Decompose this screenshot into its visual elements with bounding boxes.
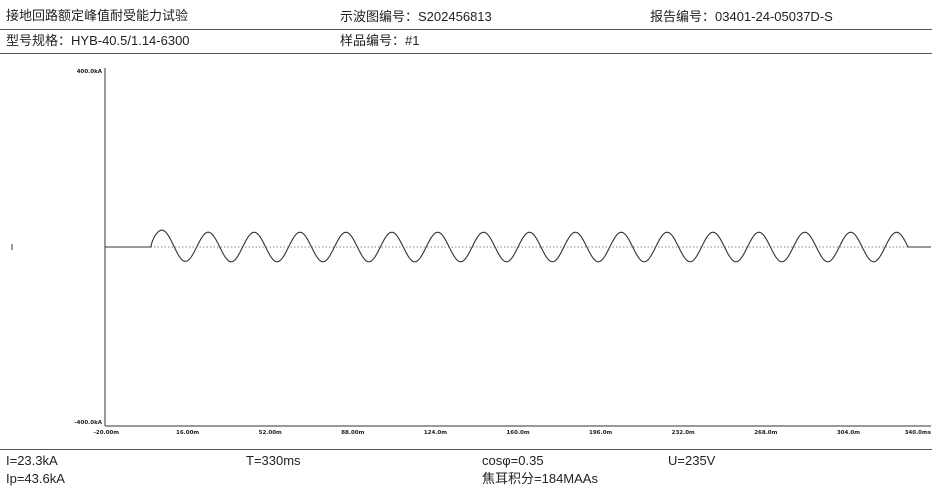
sample-number-value: #1 (405, 33, 420, 48)
y-tick-label-bottom: -400.0kA (74, 420, 102, 426)
x-tick-label: 340.0ms (905, 430, 932, 436)
joule-integral-label: 焦耳积分 (482, 472, 535, 487)
peak-current: Ip=43.6kA (6, 471, 65, 486)
x-tick-label: 196.0m (589, 430, 612, 436)
model-spec-value: HYB-40.5/1.14-6300 (71, 33, 190, 48)
report-number-label: 报告编号： (650, 10, 716, 25)
test-voltage: U=235V (668, 453, 716, 468)
x-tick-label: 268.0m (754, 430, 777, 436)
rms-current: I=23.3kA (6, 453, 58, 468)
power-factor: cosφ=0.35 (482, 453, 544, 468)
chart-x-ticks: -20.00m 16.00m 52.00m 88.00m 124.0m 160.0m 196… (94, 430, 932, 436)
current-waveform-line (105, 229, 931, 263)
test-duration: T=330ms (246, 453, 301, 468)
footer-divider (0, 449, 932, 450)
sample-number: 样品编号：#1 (340, 33, 419, 50)
chart-series (105, 229, 931, 263)
x-tick-label: 88.00m (341, 430, 364, 436)
sample-number-label: 样品编号： (340, 34, 406, 49)
x-tick-label: 124.0m (424, 430, 447, 436)
x-tick-label: 232.0m (672, 430, 695, 436)
x-tick-label: -20.00m (94, 430, 120, 436)
x-tick-label: 52.00m (259, 430, 282, 436)
test-name: 接地回路额定峰值耐受能力试验 (6, 9, 189, 24)
report-number-value: 03401-24-05037D-S (715, 9, 833, 24)
model-spec-label: 型号规格： (6, 34, 72, 49)
model-spec: 型号规格：HYB-40.5/1.14-6300 (6, 33, 190, 50)
joule-integral-value: =184MAAs (534, 471, 598, 486)
y-tick-label-top: 400.0kA (77, 69, 103, 75)
waveform-number-value: S202456813 (418, 9, 492, 24)
x-tick-label: 16.00m (176, 430, 199, 436)
x-tick-label: 304.0m (837, 430, 860, 436)
report-number: 报告编号：03401-24-05037D-S (650, 9, 833, 26)
report-header: 接地回路额定峰值耐受能力试验 示波图编号：S202456813 报告编号：034… (0, 0, 932, 56)
waveform-number: 示波图编号：S202456813 (340, 9, 492, 26)
header-bottom-border (0, 53, 932, 54)
header-divider (0, 29, 932, 30)
joule-integral: 焦耳积分=184MAAs (482, 471, 598, 488)
oscillogram-chart: 400.0kA -400.0kA -20.00m 16.00m 52.00m 88.00… (11, 68, 932, 436)
waveform-number-label: 示波图编号： (340, 10, 419, 25)
x-tick-label: 160.0m (506, 430, 529, 436)
